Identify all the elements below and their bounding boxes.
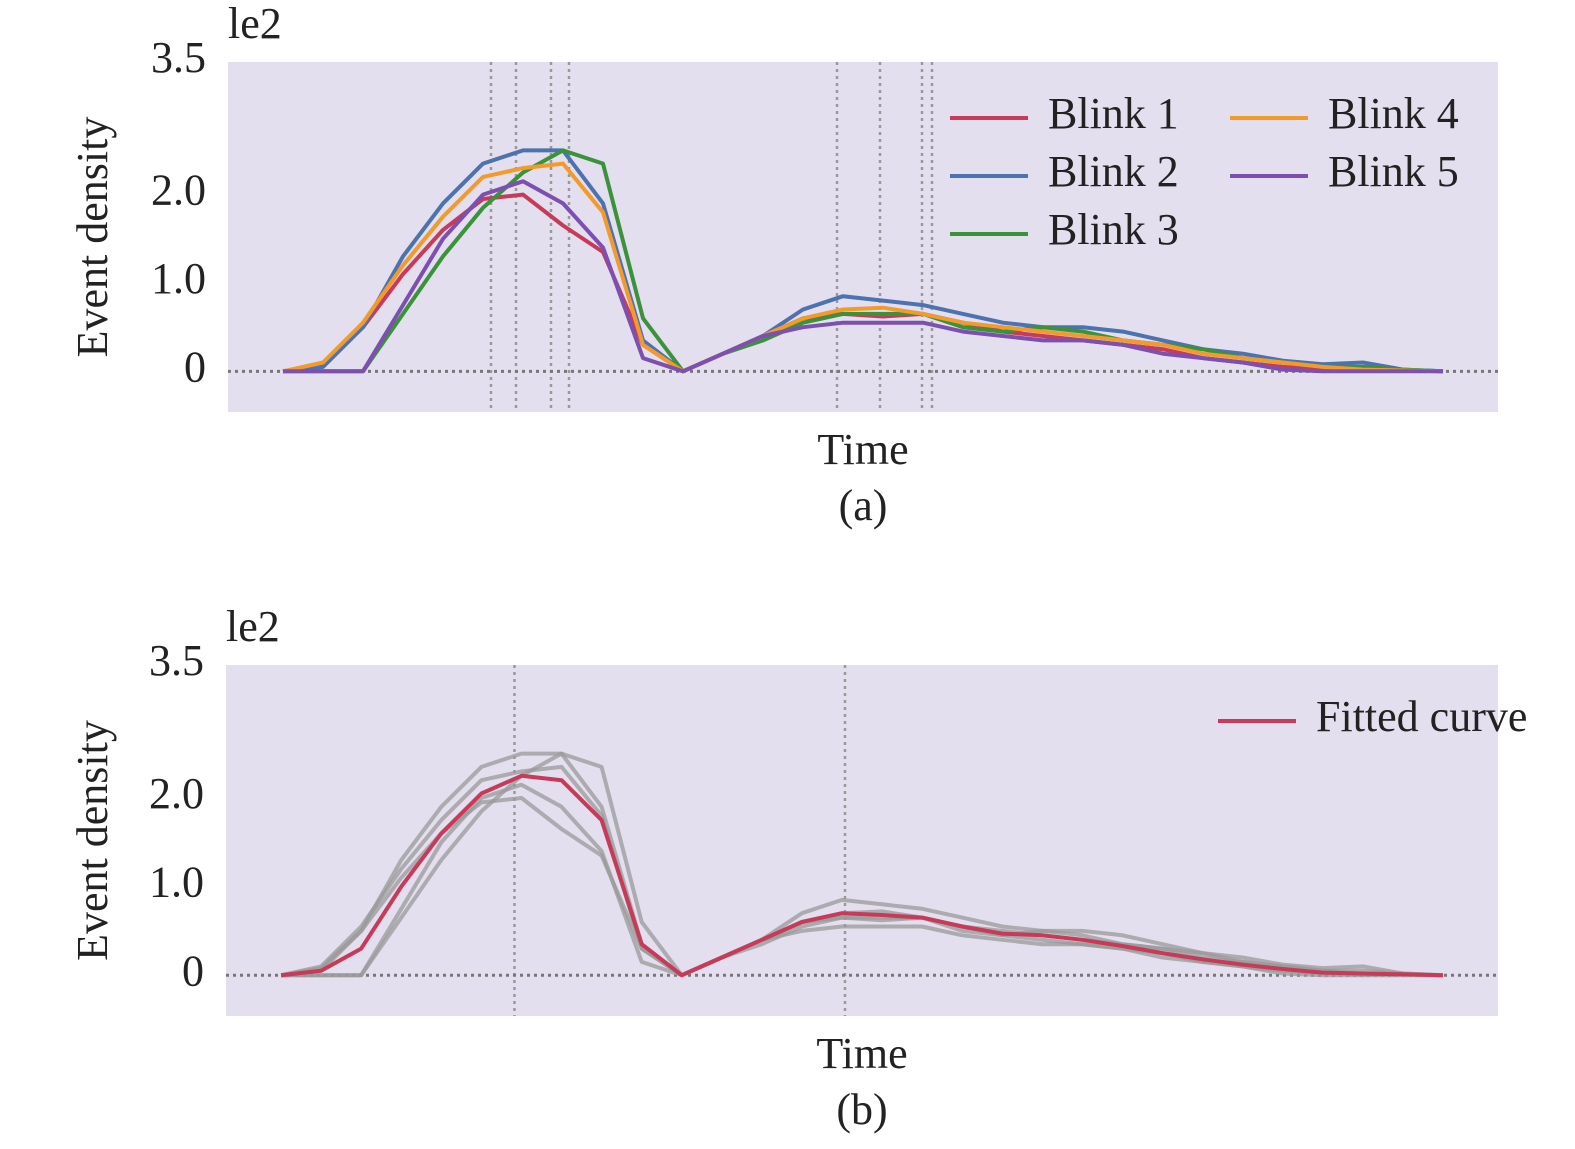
x-axis-label: Time <box>817 425 908 474</box>
subplot: le2 Event density Time (a) 0 1.0 2.0 3.5 Blink 1… <box>68 0 1498 530</box>
reference-line <box>281 782 1443 978</box>
reference-line <box>280 751 1443 978</box>
y-tick-label: 0 <box>182 946 204 995</box>
legend: Blink 1 Blink 2 Blink 3 Blink 4 Blink 5 <box>950 89 1459 254</box>
offset-text: le2 <box>228 0 282 48</box>
series-line <box>282 148 1444 374</box>
y-axis-label: Event density <box>68 117 117 358</box>
plot-background <box>228 62 1498 412</box>
y-tick-label: 1.0 <box>151 254 206 303</box>
y-tick-label: 2.0 <box>149 769 204 818</box>
series-line <box>283 179 1443 374</box>
caption: (a) <box>839 481 888 530</box>
offset-text: le2 <box>226 602 280 651</box>
y-tick-label: 0 <box>184 342 206 391</box>
y-tick-label: 3.5 <box>151 33 206 82</box>
legend: Fitted curve <box>1218 692 1527 741</box>
caption: (b) <box>836 1085 887 1134</box>
series-line <box>280 773 1443 978</box>
y-tick-label: 3.5 <box>149 636 204 685</box>
series-line <box>282 161 1444 374</box>
subplot: le2 Event density Time (b) 0 1.0 2.0 3.5 Fitted … <box>68 602 1527 1134</box>
x-axis-label: Time <box>816 1029 907 1078</box>
legend-label: Blink 5 <box>1328 147 1459 196</box>
y-tick-label: 1.0 <box>149 858 204 907</box>
y-tick-label: 2.0 <box>151 166 206 215</box>
legend-label: Blink 2 <box>1048 147 1179 196</box>
y-axis-label: Event density <box>68 720 117 961</box>
legend-label: Blink 3 <box>1048 205 1179 254</box>
legend-label: Blink 4 <box>1328 89 1459 138</box>
legend-label: Fitted curve <box>1316 692 1527 741</box>
legend-label: Blink 1 <box>1048 89 1179 138</box>
